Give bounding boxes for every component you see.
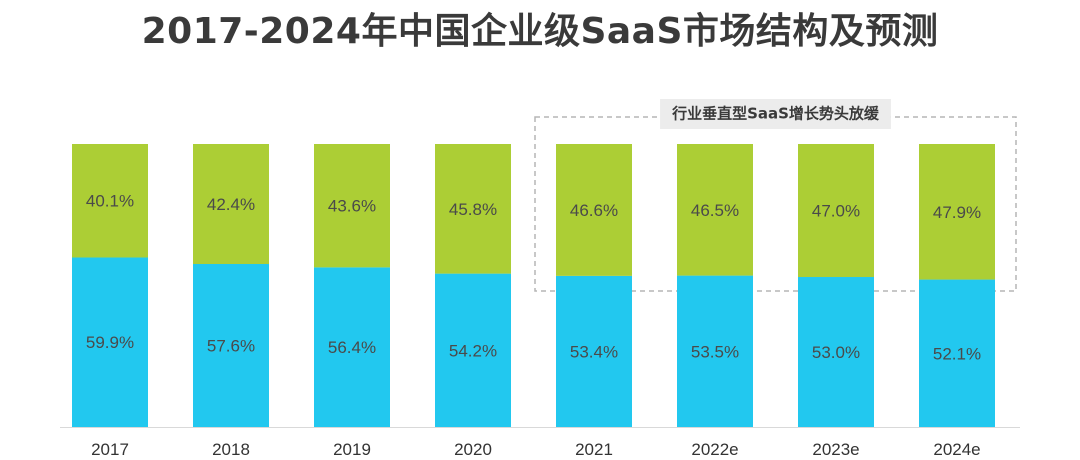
annotation-label-background xyxy=(660,99,891,129)
bar-segment-top-2023e xyxy=(798,144,874,278)
annotation-label: 行业垂直型SaaS增长势头放缓 xyxy=(671,105,880,123)
bar-segment-top-2024e xyxy=(919,144,995,280)
bar-segment-bottom-2021 xyxy=(556,275,632,427)
bar-segment-bottom-2020 xyxy=(435,273,511,427)
bar-segment-bottom-2023e xyxy=(798,277,874,427)
bar-segment-top-2019 xyxy=(314,144,390,268)
data-label-top-2017: 40.1% xyxy=(86,192,134,211)
bars-group: 59.9% 40.1% 57.6% 42.4% 56.4% 43.6% 54.2% 45.8%… xyxy=(72,144,995,427)
data-label-top-2022e: 46.5% xyxy=(691,201,739,220)
data-label-top-2020: 45.8% xyxy=(449,200,497,219)
bar-segment-bottom-2024e xyxy=(919,279,995,427)
bar-segment-top-2020 xyxy=(435,144,511,274)
data-label-bottom-2019: 56.4% xyxy=(328,338,376,357)
x-tick-label-2019: 2019 xyxy=(333,440,371,459)
data-label-bottom-2023e: 53.0% xyxy=(812,343,860,362)
bar-segment-bottom-2019 xyxy=(314,267,390,427)
data-label-top-2018: 42.4% xyxy=(207,195,255,214)
x-tick-label-2018: 2018 xyxy=(212,440,250,459)
x-tick-label-2022e: 2022e xyxy=(691,440,738,459)
data-label-top-2019: 43.6% xyxy=(328,197,376,216)
data-label-top-2021: 46.6% xyxy=(570,201,618,220)
bar-segment-bottom-2017 xyxy=(72,257,148,427)
bar-segment-top-2018 xyxy=(193,144,269,264)
x-tick-label-2021: 2021 xyxy=(575,440,613,459)
annotation: 行业垂直型SaaS增长势头放缓 xyxy=(534,99,1017,292)
data-label-bottom-2024e: 52.1% xyxy=(933,344,981,363)
bar-segment-top-2022e xyxy=(677,144,753,276)
data-label-bottom-2017: 59.9% xyxy=(86,333,134,352)
x-tick-label-2017: 2017 xyxy=(91,440,129,459)
data-label-top-2023e: 47.0% xyxy=(812,202,860,221)
data-label-bottom-2022e: 53.5% xyxy=(691,342,739,361)
bar-segment-bottom-2022e xyxy=(677,275,753,427)
data-label-bottom-2020: 54.2% xyxy=(449,341,497,360)
x-tick-label-2020: 2020 xyxy=(454,440,492,459)
annotation-dashed-box xyxy=(534,116,1017,292)
chart-title: 2017-2024年中国企业级SaaS市场结构及预测 xyxy=(141,11,939,52)
data-label-top-2024e: 47.9% xyxy=(933,203,981,222)
x-tick-label-2024e: 2024e xyxy=(933,440,980,459)
bar-segment-top-2021 xyxy=(556,144,632,276)
data-label-bottom-2021: 53.4% xyxy=(570,342,618,361)
x-tick-label-2023e: 2023e xyxy=(812,440,859,459)
data-label-bottom-2018: 57.6% xyxy=(207,336,255,355)
bar-segment-bottom-2018 xyxy=(193,263,269,427)
x-axis-ticks: 2017 2018 2019 2020 2021 2022e 2023e 2024e xyxy=(91,440,981,459)
bar-segment-top-2017 xyxy=(72,144,148,258)
